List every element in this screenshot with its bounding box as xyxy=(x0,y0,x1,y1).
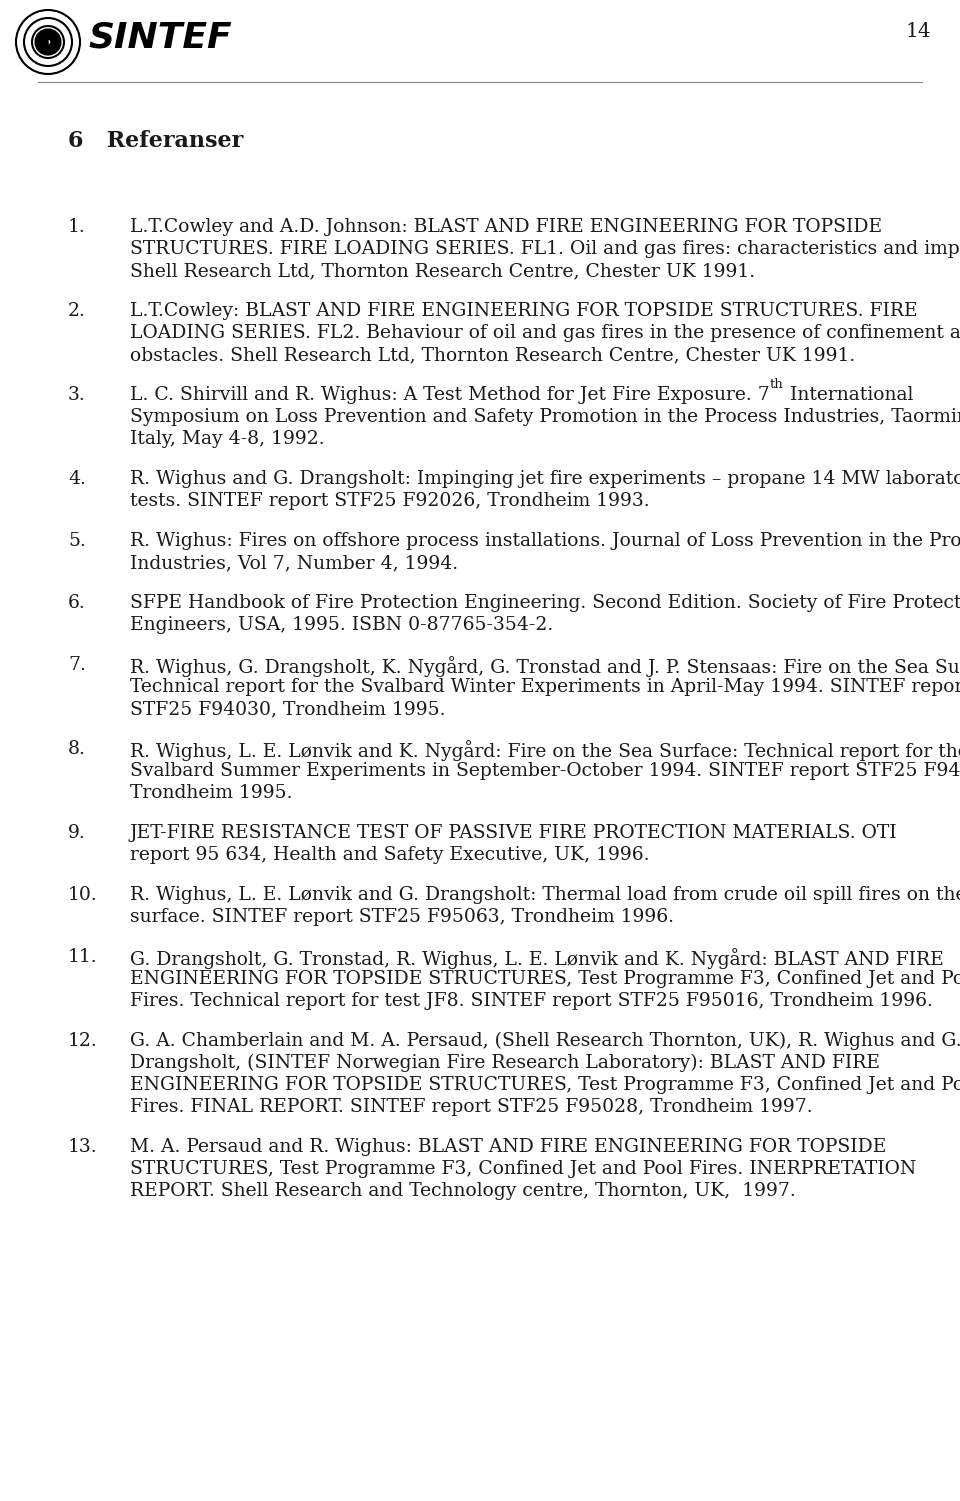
Text: M. A. Persaud and R. Wighus: BLAST AND FIRE ENGINEERING FOR TOPSIDE: M. A. Persaud and R. Wighus: BLAST AND F… xyxy=(130,1138,886,1156)
Text: Fires. Technical report for test JF8. SINTEF report STF25 F95016, Trondheim 1996: Fires. Technical report for test JF8. SI… xyxy=(130,992,933,1010)
Text: 14: 14 xyxy=(905,23,930,41)
Text: obstacles. Shell Research Ltd, Thornton Research Centre, Chester UK 1991.: obstacles. Shell Research Ltd, Thornton … xyxy=(130,347,855,365)
Text: STF25 F94030, Trondheim 1995.: STF25 F94030, Trondheim 1995. xyxy=(130,699,445,717)
Text: 2.: 2. xyxy=(68,302,85,320)
Text: 3.: 3. xyxy=(68,386,85,404)
Text: 12.: 12. xyxy=(68,1033,98,1051)
Text: L. C. Shirvill and R. Wighus: A Test Method for Jet Fire Exposure. 7: L. C. Shirvill and R. Wighus: A Test Met… xyxy=(130,386,770,404)
Text: G. Drangsholt, G. Tronstad, R. Wighus, L. E. Lønvik and K. Nygård: BLAST AND FIR: G. Drangsholt, G. Tronstad, R. Wighus, L… xyxy=(130,949,944,970)
Text: 1.: 1. xyxy=(68,218,85,236)
Text: Symposium on Loss Prevention and Safety Promotion in the Process Industries, Tao: Symposium on Loss Prevention and Safety … xyxy=(130,408,960,426)
Text: 6   Referanser: 6 Referanser xyxy=(68,131,243,152)
Text: R. Wighus and G. Drangsholt: Impinging jet fire experiments – propane 14 MW labo: R. Wighus and G. Drangsholt: Impinging j… xyxy=(130,470,960,488)
Text: Fires. FINAL REPORT. SINTEF report STF25 F95028, Trondheim 1997.: Fires. FINAL REPORT. SINTEF report STF25… xyxy=(130,1099,812,1117)
Text: 4.: 4. xyxy=(68,470,85,488)
Text: Technical report for the Svalbard Winter Experiments in April-May 1994. SINTEF r: Technical report for the Svalbard Winter… xyxy=(130,678,960,696)
Text: R. Wighus: Fires on offshore process installations. Journal of Loss Prevention i: R. Wighus: Fires on offshore process ins… xyxy=(130,531,960,549)
Text: R. Wighus, L. E. Lønvik and G. Drangsholt: Thermal load from crude oil spill fir: R. Wighus, L. E. Lønvik and G. Drangshol… xyxy=(130,886,960,904)
Text: R. Wighus, G. Drangsholt, K. Nygård, G. Tronstad and J. P. Stensaas: Fire on the: R. Wighus, G. Drangsholt, K. Nygård, G. … xyxy=(130,656,960,677)
Text: L.T.Cowley: BLAST AND FIRE ENGINEERING FOR TOPSIDE STRUCTURES. FIRE: L.T.Cowley: BLAST AND FIRE ENGINEERING F… xyxy=(130,302,918,320)
Text: LOADING SERIES. FL2. Behaviour of oil and gas fires in the presence of confineme: LOADING SERIES. FL2. Behaviour of oil an… xyxy=(130,324,960,342)
Text: Industries, Vol 7, Number 4, 1994.: Industries, Vol 7, Number 4, 1994. xyxy=(130,554,458,572)
Text: Italy, May 4-8, 1992.: Italy, May 4-8, 1992. xyxy=(130,429,324,447)
Text: ENGINEERING FOR TOPSIDE STRUCTURES, Test Programme F3, Confined Jet and Pool: ENGINEERING FOR TOPSIDE STRUCTURES, Test… xyxy=(130,1076,960,1094)
Wedge shape xyxy=(36,30,48,54)
Text: SFPE Handbook of Fire Protection Engineering. Second Edition. Society of Fire Pr: SFPE Handbook of Fire Protection Enginee… xyxy=(130,594,960,612)
Text: R. Wighus, L. E. Lønvik and K. Nygård: Fire on the Sea Surface: Technical report: R. Wighus, L. E. Lønvik and K. Nygård: F… xyxy=(130,740,960,761)
Text: surface. SINTEF report STF25 F95063, Trondheim 1996.: surface. SINTEF report STF25 F95063, Tro… xyxy=(130,908,674,926)
Text: 13.: 13. xyxy=(68,1138,98,1156)
Text: ENGINEERING FOR TOPSIDE STRUCTURES, Test Programme F3, Confined Jet and Pool: ENGINEERING FOR TOPSIDE STRUCTURES, Test… xyxy=(130,970,960,988)
Text: G. A. Chamberlain and M. A. Persaud, (Shell Research Thornton, UK), R. Wighus an: G. A. Chamberlain and M. A. Persaud, (Sh… xyxy=(130,1033,960,1051)
Text: 9.: 9. xyxy=(68,824,85,842)
Text: 7.: 7. xyxy=(68,656,85,674)
Text: tests. SINTEF report STF25 F92026, Trondheim 1993.: tests. SINTEF report STF25 F92026, Trond… xyxy=(130,492,650,510)
Text: JET-FIRE RESISTANCE TEST OF PASSIVE FIRE PROTECTION MATERIALS. OTI: JET-FIRE RESISTANCE TEST OF PASSIVE FIRE… xyxy=(130,824,898,842)
Text: Engineers, USA, 1995. ISBN 0-87765-354-2.: Engineers, USA, 1995. ISBN 0-87765-354-2… xyxy=(130,615,553,633)
Text: Shell Research Ltd, Thornton Research Centre, Chester UK 1991.: Shell Research Ltd, Thornton Research Ce… xyxy=(130,263,756,281)
Text: 11.: 11. xyxy=(68,949,98,967)
Text: 10.: 10. xyxy=(68,886,98,904)
Text: th: th xyxy=(770,378,783,392)
Text: SINTEF: SINTEF xyxy=(88,20,231,54)
Text: Svalbard Summer Experiments in September-October 1994. SINTEF report STF25 F9403: Svalbard Summer Experiments in September… xyxy=(130,763,960,781)
Text: Drangsholt, (SINTEF Norwegian Fire Research Laboratory): BLAST AND FIRE: Drangsholt, (SINTEF Norwegian Fire Resea… xyxy=(130,1054,880,1072)
Text: 6.: 6. xyxy=(68,594,85,612)
Text: report 95 634, Health and Safety Executive, UK, 1996.: report 95 634, Health and Safety Executi… xyxy=(130,847,650,865)
Text: STRUCTURES, Test Programme F3, Confined Jet and Pool Fires. INERPRETATION: STRUCTURES, Test Programme F3, Confined … xyxy=(130,1160,916,1178)
Text: L.T.Cowley and A.D. Johnson: BLAST AND FIRE ENGINEERING FOR TOPSIDE: L.T.Cowley and A.D. Johnson: BLAST AND F… xyxy=(130,218,882,236)
Text: 8.: 8. xyxy=(68,740,85,758)
Text: Trondheim 1995.: Trondheim 1995. xyxy=(130,784,293,802)
Text: 5.: 5. xyxy=(68,531,85,549)
Text: REPORT. Shell Research and Technology centre, Thornton, UK,  1997.: REPORT. Shell Research and Technology ce… xyxy=(130,1181,796,1199)
Text: International: International xyxy=(783,386,913,404)
Text: STRUCTURES. FIRE LOADING SERIES. FL1. Oil and gas fires: characteristics and imp: STRUCTURES. FIRE LOADING SERIES. FL1. Oi… xyxy=(130,240,960,258)
